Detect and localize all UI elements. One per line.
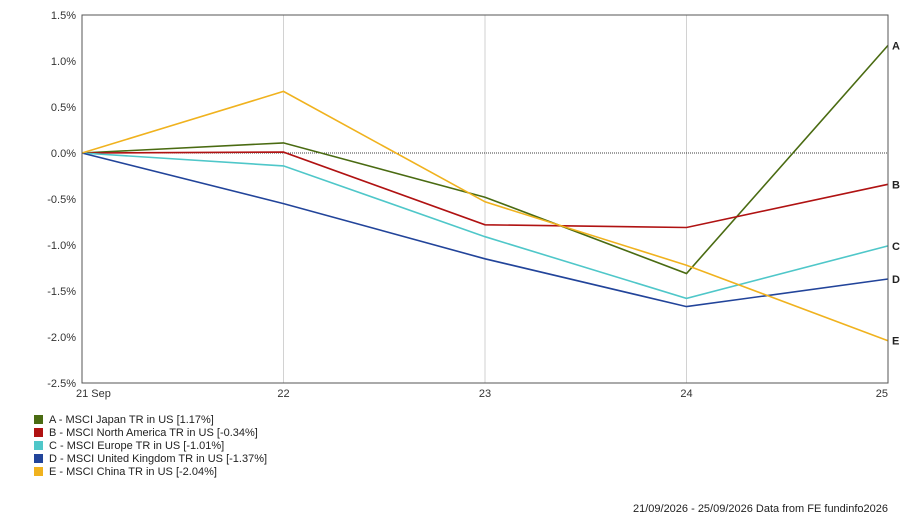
legend-label: E - MSCI China TR in US [-2.04%]: [49, 465, 217, 478]
legend-label: C - MSCI Europe TR in US [-1.01%]: [49, 439, 225, 452]
y-tick-label: 0.5%: [51, 102, 76, 114]
source-footer: 21/09/2026 - 25/09/2026 Data from FE fun…: [632, 503, 888, 515]
series-line-b: [81, 151, 889, 229]
x-axis-ticks: 21 Sep 22 23 24 25: [76, 388, 888, 400]
y-tick-label: 1.0%: [51, 56, 76, 68]
legend-label: B - MSCI North America TR in US [-0.34%]: [49, 426, 258, 439]
series-line-d: [81, 152, 889, 308]
legend-swatch: [34, 467, 43, 476]
series-lines: [81, 44, 889, 342]
legend-item-c: C - MSCI Europe TR in US [-1.01%]: [34, 439, 267, 452]
legend-item-a: A - MSCI Japan TR in US [1.17%]: [34, 413, 267, 426]
x-tick-label: 22: [277, 388, 289, 400]
legend-item-b: B - MSCI North America TR in US [-0.34%]: [34, 426, 267, 439]
line-chart: 1.5% 1.0% 0.5% 0.0% -0.5% -1.0% -1.5% -2.0% -2.5…: [47, 10, 900, 400]
legend: A - MSCI Japan TR in US [1.17%] B - MSCI …: [34, 413, 267, 478]
y-tick-label: -0.5%: [47, 194, 76, 206]
legend-label: D - MSCI United Kingdom TR in US [-1.37%…: [49, 452, 268, 465]
series-end-label-d: D: [892, 274, 900, 286]
legend-swatch: [34, 441, 43, 450]
x-tick-label: 25: [876, 388, 888, 400]
y-tick-label: 1.5%: [51, 10, 76, 22]
x-tick-label: 24: [680, 388, 692, 400]
series-line-c: [81, 152, 889, 300]
series-end-label-c: C: [892, 241, 900, 253]
x-tick-label: 21 Sep: [76, 388, 111, 400]
y-tick-label: -2.5%: [47, 378, 76, 390]
series-line-a: [81, 44, 889, 275]
y-tick-label: -2.0%: [47, 332, 76, 344]
series-line-e: [81, 90, 889, 342]
legend-item-d: D - MSCI United Kingdom TR in US [-1.37%…: [34, 452, 267, 465]
y-axis-ticks: 1.5% 1.0% 0.5% 0.0% -0.5% -1.0% -1.5% -2.0% -2.5…: [47, 10, 76, 390]
y-tick-label: 0.0%: [51, 148, 76, 160]
legend-item-e: E - MSCI China TR in US [-2.04%]: [34, 465, 267, 478]
legend-label: A - MSCI Japan TR in US [1.17%]: [49, 413, 214, 426]
legend-swatch: [34, 415, 43, 424]
legend-swatch: [34, 454, 43, 463]
x-tick-label: 23: [479, 388, 491, 400]
legend-swatch: [34, 428, 43, 437]
y-tick-label: -1.0%: [47, 240, 76, 252]
grid-lines: [283, 15, 687, 383]
series-end-labels: A B C D E: [892, 40, 900, 347]
series-end-label-b: B: [892, 179, 900, 191]
series-end-label-e: E: [892, 336, 899, 348]
y-tick-label: -1.5%: [47, 286, 76, 298]
plot-frame: [81, 14, 889, 384]
series-end-label-a: A: [892, 40, 900, 52]
